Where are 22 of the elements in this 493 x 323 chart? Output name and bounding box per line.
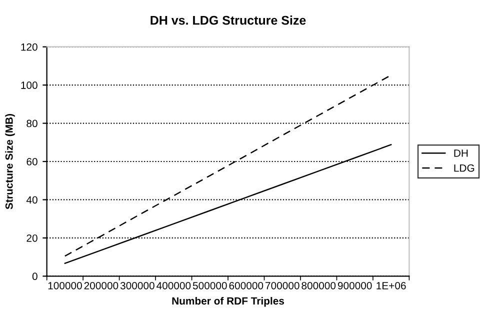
legend-label: LDG: [454, 164, 474, 172]
x-tick-label: 400000: [156, 282, 191, 290]
y-tick-label: 20: [26, 234, 38, 242]
chart-title: DH vs. LDG Structure Size: [150, 16, 306, 25]
x-tick-label: 900000: [338, 282, 372, 290]
x-tick-label: 600000: [229, 282, 264, 290]
y-axis-title: Structure Size (MB): [5, 114, 15, 210]
y-tick-label: 0: [32, 272, 38, 280]
x-tick-label: 200000: [84, 282, 118, 290]
y-tick-label: 100: [21, 82, 38, 89]
x-tick-label: 300000: [120, 282, 154, 290]
x-axis-title: Number of RDF Triples: [172, 296, 284, 307]
y-tick-label: 60: [26, 158, 38, 166]
x-tick-label: 800000: [302, 282, 336, 290]
y-tick-label: 40: [26, 196, 38, 204]
y-tick-label: 120: [21, 43, 38, 51]
y-tick-label: 80: [26, 120, 38, 128]
x-tick-label: 100000: [48, 282, 82, 290]
x-tick-label: 700000: [266, 282, 300, 290]
x-tick-label: 1E+06: [376, 282, 406, 290]
x-tick-label: 500000: [192, 282, 227, 290]
legend-label: DH: [454, 150, 468, 157]
